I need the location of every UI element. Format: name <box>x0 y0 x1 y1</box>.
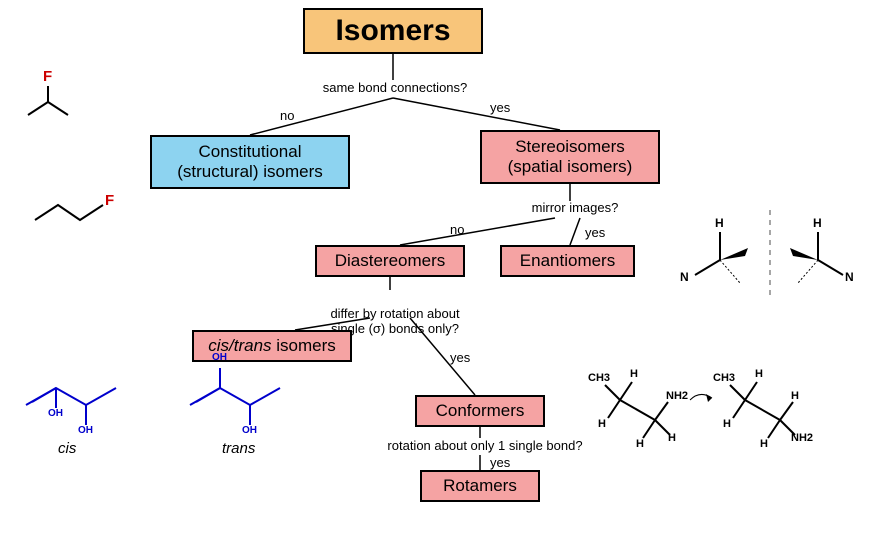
constitutional-line1: Constitutional <box>198 142 301 162</box>
enant-N-right: N <box>845 270 854 284</box>
f-label-1: F <box>43 68 52 85</box>
trans-label: trans <box>222 440 255 458</box>
constitutional-line2: (structural) isomers <box>177 162 322 182</box>
enantiomers-box: Enantiomers <box>500 245 635 277</box>
cis-label: cis <box>58 440 76 458</box>
answer-yes-1: yes <box>490 100 510 116</box>
rotamers-box: Rotamers <box>420 470 540 502</box>
enant-H-left: H <box>715 216 724 230</box>
diastereomers-text: Diastereomers <box>335 251 446 271</box>
answer-no-2: no <box>450 222 464 238</box>
conf-ch3-r1: CH3 <box>713 372 735 384</box>
answer-yes-2: yes <box>585 225 605 241</box>
conf-h-l4: H <box>636 438 644 450</box>
f-label-2: F <box>105 192 114 209</box>
diastereomers-box: Diastereomers <box>315 245 465 277</box>
answer-yes-3: yes <box>450 350 470 366</box>
oh-label-trans-2: OH <box>242 425 257 436</box>
question-1: same bond connections? <box>310 80 480 96</box>
conf-nh2-r: NH2 <box>791 432 813 444</box>
enantiomers-text: Enantiomers <box>520 251 615 271</box>
stereoisomers-box: Stereoisomers (spatial isomers) <box>480 130 660 184</box>
conf-h-l3: H <box>668 432 676 444</box>
conf-h-r4: H <box>791 390 799 402</box>
conf-h-l2: H <box>630 368 638 380</box>
title-text: Isomers <box>335 14 450 48</box>
constitutional-box: Constitutional (structural) isomers <box>150 135 350 189</box>
conformers-box: Conformers <box>415 395 545 427</box>
title-box: Isomers <box>303 8 483 54</box>
conf-h-r1: H <box>723 418 731 430</box>
question-2: mirror images? <box>520 200 630 216</box>
conformers-text: Conformers <box>436 401 525 421</box>
stereo-line2: (spatial isomers) <box>508 157 633 177</box>
conf-nh2-l: NH2 <box>666 390 688 402</box>
answer-yes-4: yes <box>490 455 510 471</box>
oh-label-trans-1: OH <box>212 352 227 363</box>
conf-h-l1: H <box>598 418 606 430</box>
rotamers-text: Rotamers <box>443 476 517 496</box>
conf-ch3-l1: CH3 <box>588 372 610 384</box>
oh-label-cis-2: OH <box>78 425 93 436</box>
enant-N-left: N <box>680 270 689 284</box>
conf-h-r2: H <box>755 368 763 380</box>
oh-label-cis-1: OH <box>48 408 63 419</box>
question-4: rotation about only 1 single bond? <box>380 438 590 454</box>
answer-no-1: no <box>280 108 294 124</box>
conf-h-r3: H <box>760 438 768 450</box>
stereo-line1: Stereoisomers <box>515 137 625 157</box>
enant-H-right: H <box>813 216 822 230</box>
